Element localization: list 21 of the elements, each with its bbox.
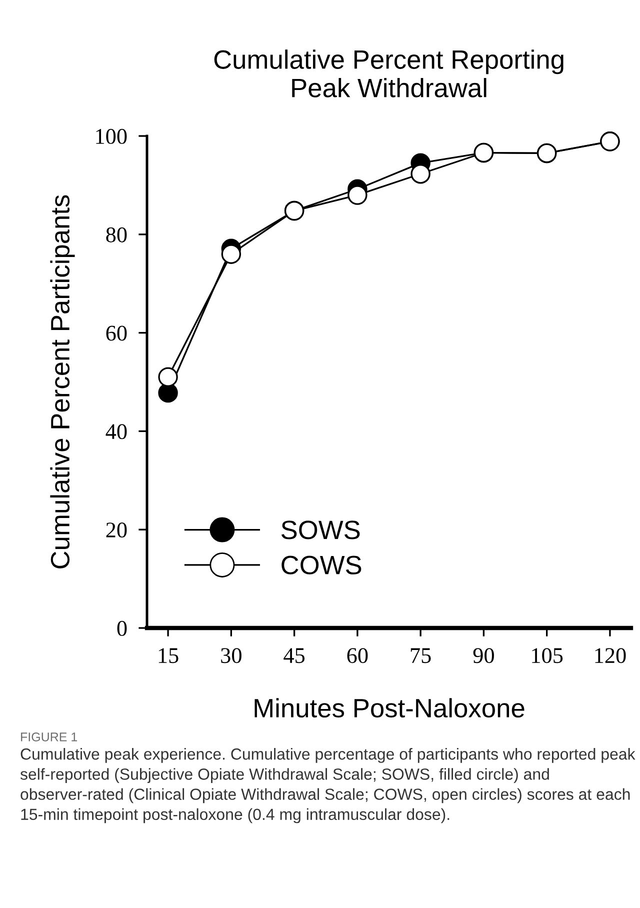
legend-label: SOWS <box>281 520 360 540</box>
y-tick-label: 0 <box>117 620 127 636</box>
y-tick-label: 40 <box>106 424 127 440</box>
x-tick-label: 105 <box>532 648 563 664</box>
y-tick-label: 60 <box>106 326 127 341</box>
x-tick-label: 30 <box>221 648 242 664</box>
y-tick-label: 80 <box>106 227 127 242</box>
y-axis-title: Cumulative Percent Participants <box>50 195 75 568</box>
x-tick-label: 120 <box>595 648 626 664</box>
x-tick-label: 15 <box>158 648 178 664</box>
x-tick-label: 75 <box>410 648 431 664</box>
y-tick-label: 100 <box>96 128 127 144</box>
x-axis-title: Minutes Post-Naloxone <box>254 698 524 718</box>
x-tick-label: 60 <box>347 648 368 664</box>
legend-label: COWS <box>282 556 362 574</box>
caption: FIGURE 1 <box>21 732 78 742</box>
x-tick-label: 45 <box>284 648 305 664</box>
x-tick-label: 90 <box>473 648 494 664</box>
text: Cumulative peak experience. Cumulative percentage of participants who reported peak self-reported (Subjective Opiate Withdrawal Scale; SOWS, filled circle) and observer-rated (Clinical Opiate Withdrawal Scale; COWS, open circles) scores at each 15-min timepoint post-naloxone (0.4 mg intramuscular dose). <box>20 748 636 824</box>
chart-title: Cumulative Percent Reporting Peak Withdrawal <box>214 50 564 98</box>
y-tick-label: 20 <box>106 522 127 538</box>
